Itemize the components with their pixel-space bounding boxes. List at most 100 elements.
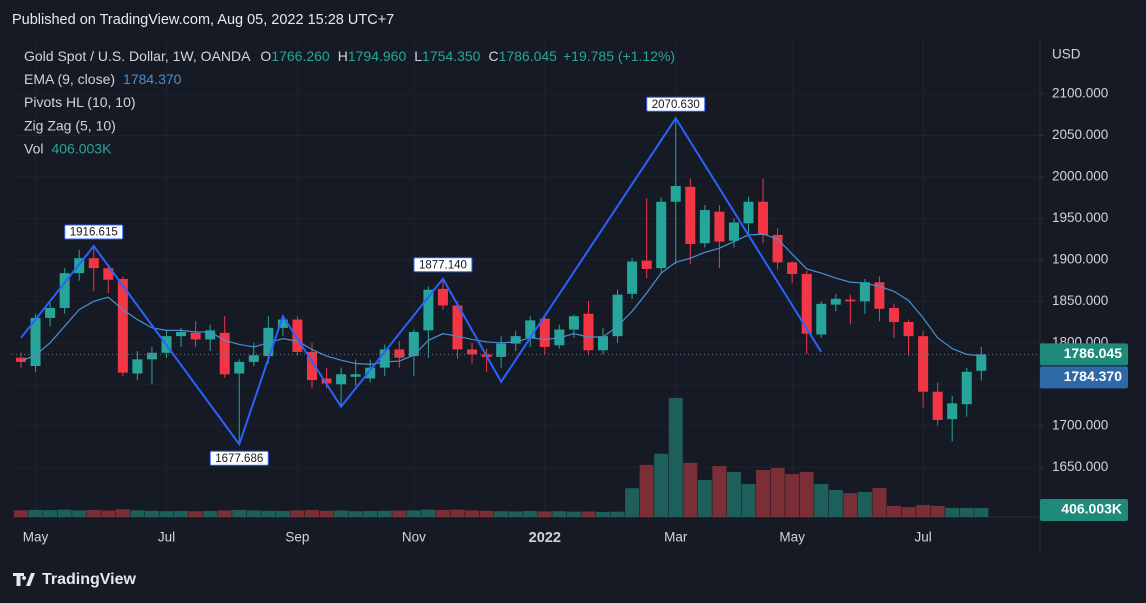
volume-bar — [450, 509, 465, 517]
volume-bar — [610, 511, 625, 517]
candle-body — [292, 319, 303, 352]
volume-bar — [916, 505, 931, 517]
candle-body — [525, 320, 536, 338]
volume-bar — [537, 511, 552, 517]
candle-body — [321, 378, 332, 384]
volume-bar — [57, 509, 72, 517]
volume-bar — [144, 510, 159, 517]
volume-bar — [945, 507, 960, 517]
x-tick-label: May — [779, 530, 805, 545]
candle-body — [874, 282, 885, 309]
candle-body — [219, 332, 230, 375]
volume-bar — [974, 507, 989, 517]
y-tick-label: 1850.000 — [1052, 293, 1108, 308]
candle-body — [496, 343, 507, 357]
y-tick-label: 1650.000 — [1052, 459, 1108, 474]
ema-line — [20, 233, 982, 365]
candle-body — [88, 258, 99, 269]
volume-bar — [552, 511, 567, 517]
volume-bar — [305, 510, 319, 517]
volume-bar — [232, 509, 247, 517]
symbol: Gold Spot / U.S. Dollar, 1W, OANDA — [24, 48, 251, 64]
candle-body — [408, 332, 419, 357]
volume-bar — [406, 510, 421, 517]
volume-bar — [901, 507, 916, 517]
candle-body — [190, 332, 201, 340]
volume-bar — [28, 509, 43, 517]
x-tick-label: Sep — [285, 530, 309, 545]
ema-tag-box — [1040, 366, 1128, 389]
volume-bar — [261, 510, 276, 517]
candle-body — [714, 211, 725, 242]
volume-bar — [101, 510, 116, 517]
candle-body — [947, 403, 958, 420]
candle-body — [699, 210, 710, 244]
volume-bar — [770, 467, 785, 517]
x-tick-label: 2022 — [529, 530, 561, 546]
published-note: Published on TradingView.com, Aug 05, 20… — [12, 12, 394, 28]
candles — [16, 118, 987, 445]
candle-body — [437, 288, 448, 306]
volume-bar — [14, 510, 28, 517]
candle-body — [510, 336, 521, 344]
labels: 1650.0001700.0001750.0001800.0001850.000… — [23, 48, 1128, 546]
currency: USD — [1052, 47, 1081, 62]
volume-bar — [697, 479, 712, 517]
volume-bar — [363, 511, 378, 517]
indicator-name: Pivots HL (10, 10) — [24, 94, 136, 110]
candle-body — [976, 354, 987, 371]
candle-body — [467, 349, 478, 355]
candle-body — [656, 201, 667, 269]
volume-bar — [566, 511, 581, 517]
volume-bar — [494, 511, 509, 517]
candle-body — [787, 262, 798, 274]
volume-bar — [639, 464, 654, 517]
volume-bar — [654, 453, 669, 517]
volume-bar — [275, 511, 290, 517]
ohlc-key: L — [414, 48, 422, 64]
volume-bar — [596, 511, 610, 517]
x-tick-label: Mar — [664, 530, 688, 545]
change: +19.785 (+1.12%) — [563, 48, 675, 64]
volume-bar — [581, 511, 596, 517]
ema-tag: 1784.370 — [1064, 368, 1123, 384]
indicator-value: 406.003K — [51, 140, 112, 156]
candle-body — [743, 201, 754, 224]
candle-body — [801, 273, 812, 334]
candle-body — [350, 374, 361, 377]
candle-body — [394, 349, 405, 358]
y-tick-label: 2050.000 — [1052, 127, 1108, 142]
indicator-name: EMA (9, close) — [24, 71, 115, 87]
volume-bar — [857, 491, 872, 517]
pivot-label: 2070.630 — [652, 99, 700, 111]
candle-body — [772, 234, 783, 263]
candle-body — [889, 307, 899, 323]
candle-body — [758, 201, 769, 235]
candle-body — [336, 374, 347, 385]
pivot-label-box — [646, 96, 706, 112]
y-tick-label: 1900.000 — [1052, 251, 1108, 266]
volume-bar — [785, 473, 800, 517]
volume-bar — [814, 483, 829, 517]
volume-tag: 406.003K — [1061, 501, 1122, 517]
volume-bar — [712, 465, 727, 517]
candle-body — [859, 282, 870, 302]
indicator-lines — [12, 116, 1040, 447]
logo-text: TradingView — [42, 571, 137, 588]
candle-body — [45, 307, 56, 318]
candle-body — [146, 352, 157, 360]
grid — [12, 40, 1044, 517]
candle-body — [16, 357, 26, 362]
candle-body — [685, 186, 696, 245]
indicator-legend: Zig Zag (5, 10) — [24, 117, 116, 133]
candle-body — [379, 349, 390, 368]
volume-bar — [217, 510, 232, 517]
candle-body — [583, 313, 594, 351]
candle-body — [452, 305, 463, 350]
ohlc-value: 1766.260 — [271, 48, 330, 64]
candle-body — [845, 299, 856, 302]
volume-bar — [479, 510, 494, 517]
y-tick-label: 2000.000 — [1052, 168, 1108, 183]
ohlc-key: O — [260, 48, 271, 64]
volume-bar — [668, 397, 683, 517]
